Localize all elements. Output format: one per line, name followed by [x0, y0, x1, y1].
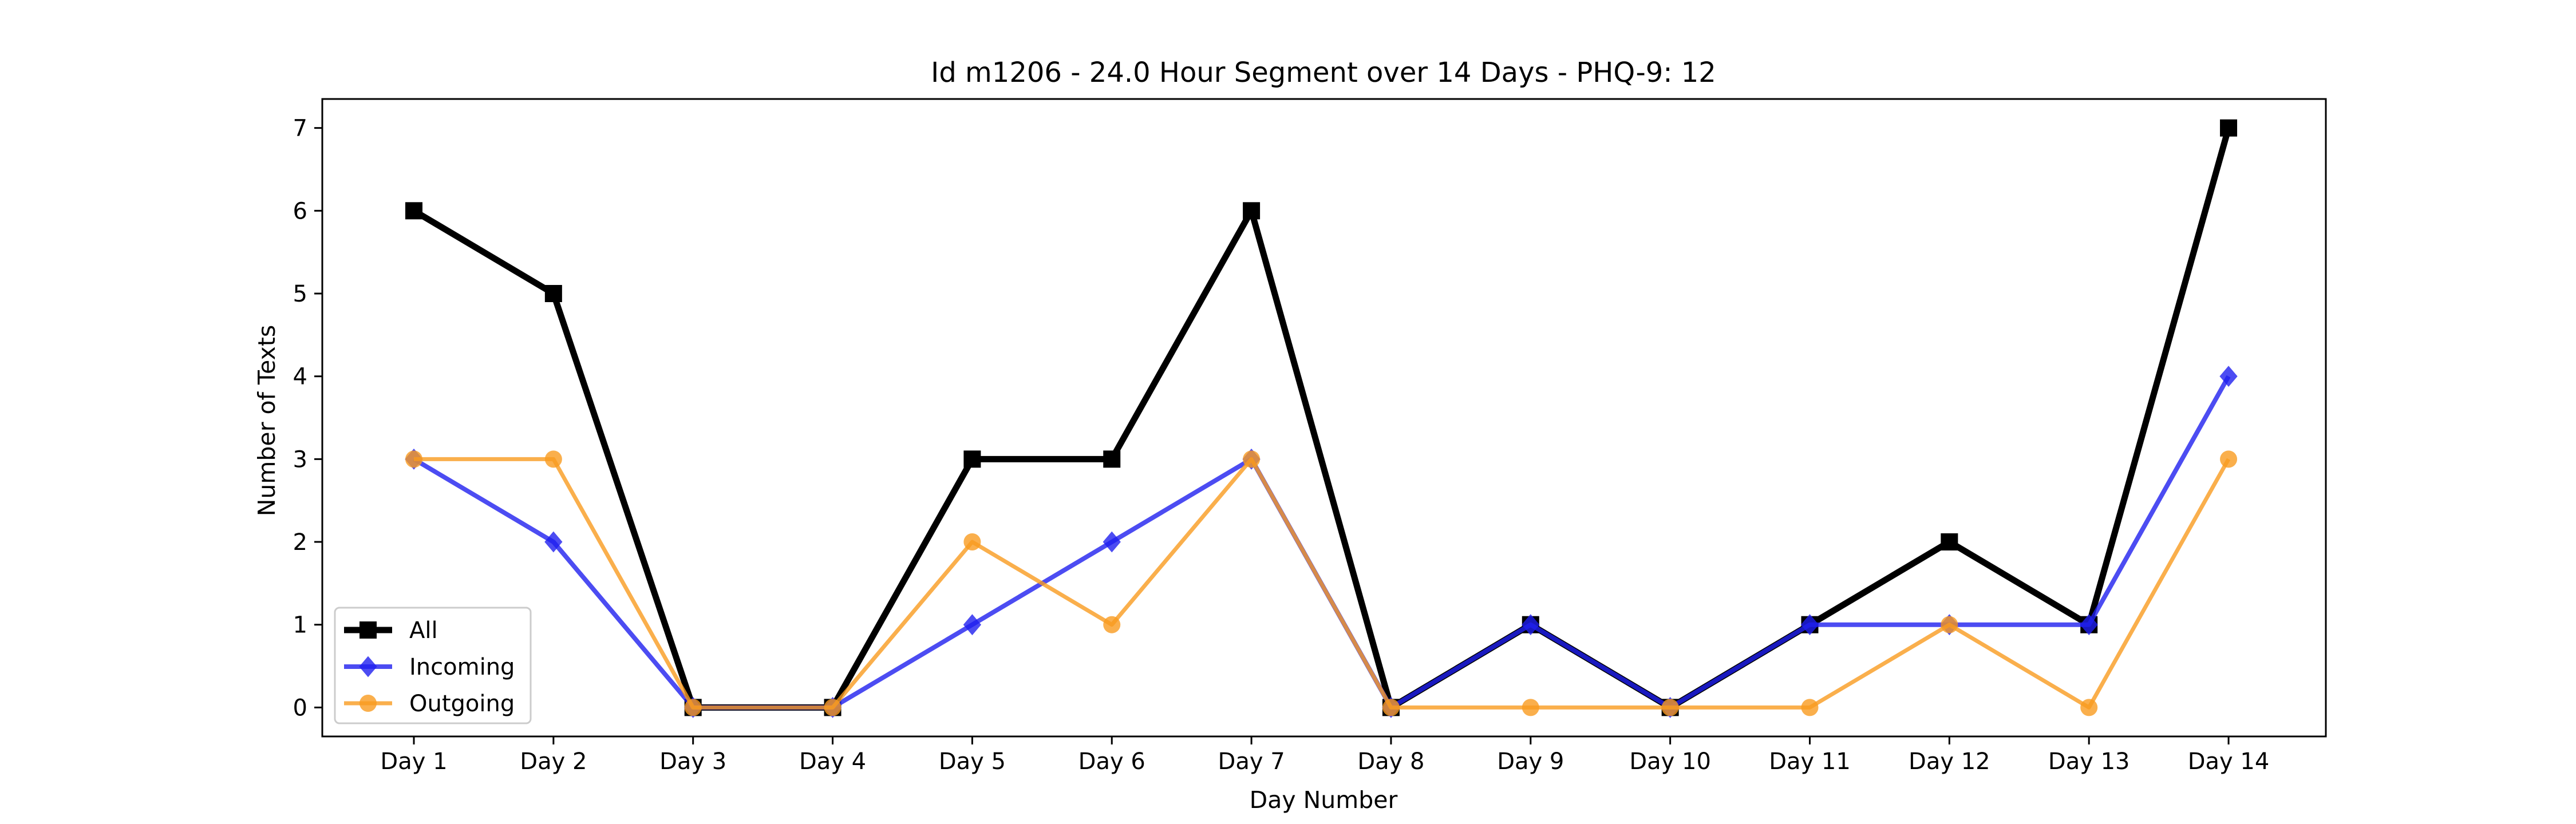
data-point-square: [1243, 202, 1261, 220]
x-tick-label: Day 7: [1218, 748, 1285, 775]
y-tick-label: 1: [293, 612, 307, 639]
data-point-diamond: [2080, 614, 2098, 636]
plot-area: 0 1 2 3 4 5 6 7 Day 1 Day 2 Day 3 Day 4 Day 5 Day 6 Da…: [293, 98, 2327, 775]
data-point-diamond: [1103, 531, 1121, 553]
x-tick-label: Day 12: [1909, 748, 1990, 775]
x-tick-label: Day 3: [659, 748, 726, 775]
data-point-square: [544, 284, 562, 302]
x-tick-label: Day 9: [1497, 748, 1564, 775]
y-tick-label: 4: [293, 364, 307, 390]
legend-item: Incoming: [344, 654, 515, 680]
data-point-circle: [1243, 450, 1261, 468]
data-point-square: [2220, 119, 2238, 137]
data-point-circle: [1801, 699, 1819, 716]
y-tick-label: 5: [293, 281, 307, 307]
series-line: [414, 457, 2231, 710]
data-point-circle: [544, 450, 562, 468]
legend-label: Outgoing: [409, 691, 515, 717]
x-tick-label: Day 2: [520, 748, 587, 775]
data-point-circle: [359, 695, 377, 712]
data-point-diamond: [963, 614, 982, 636]
x-tick-label: Day 8: [1357, 748, 1424, 775]
legend-label: All: [409, 617, 438, 644]
data-point-circle: [1661, 699, 1679, 716]
data-point-square: [359, 621, 377, 639]
x-tick-label: Day 6: [1078, 748, 1145, 775]
legend-item: Outgoing: [344, 691, 515, 717]
legend: All Incoming Outgoing: [334, 607, 532, 724]
data-point-square: [1941, 533, 1958, 551]
y-tick-label: 2: [293, 529, 307, 556]
data-point-circle: [1103, 616, 1121, 633]
data-point-circle: [1382, 699, 1400, 716]
data-point-circle: [1522, 699, 1539, 716]
x-tick-label: Day 4: [799, 748, 866, 775]
x-tick-label: Day 14: [2188, 748, 2270, 775]
y-tick-label: 7: [293, 116, 307, 142]
y-tick-label: 0: [293, 695, 307, 721]
data-point-diamond: [359, 656, 377, 678]
x-tick-label: Day 10: [1629, 748, 1711, 775]
series-outgoing: [405, 450, 2238, 716]
data-point-diamond: [1522, 614, 1540, 636]
data-point-square: [405, 202, 422, 220]
legend-item: All: [344, 617, 438, 644]
data-point-circle: [405, 450, 422, 468]
plot-frame: [321, 98, 2327, 738]
y-axis-label: Number of Texts: [253, 325, 280, 517]
data-point-diamond: [2219, 366, 2238, 387]
x-axis-label: Day Number: [1250, 786, 1398, 814]
data-point-circle: [963, 533, 981, 551]
data-point-diamond: [544, 531, 563, 553]
legend-label: Incoming: [409, 654, 515, 680]
data-point-circle: [2080, 699, 2098, 716]
x-tick-label: Day 13: [2048, 748, 2130, 775]
x-tick-label: Day 1: [380, 748, 447, 775]
x-tick-label: Day 11: [1769, 748, 1851, 775]
legend-box: [334, 607, 532, 724]
data-point-square: [963, 450, 981, 468]
data-point-circle: [824, 699, 841, 716]
data-point-circle: [2220, 450, 2238, 468]
data-point-diamond: [1800, 614, 1819, 636]
data-point-circle: [1941, 616, 1958, 633]
data-point-circle: [684, 699, 702, 716]
y-tick-label: 6: [293, 198, 307, 224]
y-tick-label: 3: [293, 446, 307, 473]
x-tick-label: Day 5: [939, 748, 1006, 775]
data-point-square: [1103, 450, 1121, 468]
chart-title: Id m1206 - 24.0 Hour Segment over 14 Day…: [931, 57, 1716, 89]
